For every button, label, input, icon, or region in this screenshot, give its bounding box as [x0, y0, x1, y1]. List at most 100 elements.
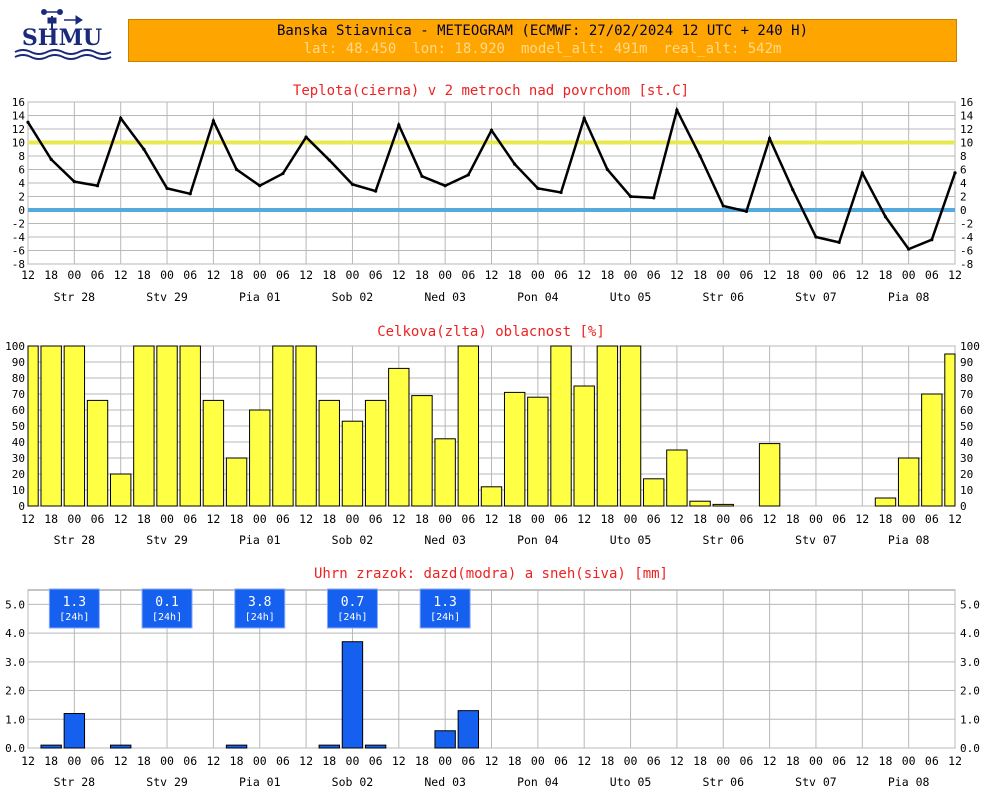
y-tick-label-right: 30 — [960, 452, 973, 465]
x-day-label: Str 06 — [702, 290, 744, 304]
cloud-bar — [944, 353, 956, 507]
x-tick-label: 06 — [739, 512, 753, 526]
x-tick-label: 12 — [206, 754, 220, 768]
x-tick-label: 00 — [624, 754, 638, 768]
temperature-point — [930, 238, 934, 242]
x-tick-label: 18 — [415, 268, 429, 282]
x-tick-label: 18 — [322, 268, 336, 282]
x-day-label: Str 06 — [702, 775, 744, 789]
x-day-label: Stv 07 — [795, 290, 837, 304]
x-tick-label: 00 — [253, 512, 267, 526]
x-tick-label: 06 — [183, 512, 197, 526]
precip-bar — [434, 730, 456, 749]
x-day-label: Uto 05 — [610, 533, 652, 547]
x-tick-label: 06 — [925, 512, 939, 526]
x-tick-label: 18 — [508, 512, 522, 526]
x-tick-label: 00 — [531, 268, 545, 282]
precip-24h-value: 1.3 — [63, 595, 86, 610]
x-tick-label: 18 — [137, 512, 151, 526]
y-tick-label-left: 16 — [12, 96, 25, 109]
x-day-label: Stv 07 — [795, 533, 837, 547]
temperature-point — [721, 204, 725, 208]
meteogram-title: Banska Stiavnica - METEOGRAM (ECMWF: 27/… — [276, 23, 808, 39]
shmu-logo: SHMU — [10, 6, 115, 64]
x-day-label: Str 28 — [54, 533, 96, 547]
x-tick-label: 06 — [647, 754, 661, 768]
temperature-point — [397, 123, 401, 127]
temperature-point — [420, 174, 424, 178]
x-tick-label: 06 — [554, 512, 568, 526]
x-tick-label: 18 — [786, 268, 800, 282]
x-tick-label: 12 — [485, 754, 499, 768]
y-tick-label-right: 2 — [960, 191, 967, 204]
x-tick-label: 12 — [855, 754, 869, 768]
x-day-label: Pia 01 — [239, 775, 281, 789]
x-tick-label: 00 — [624, 512, 638, 526]
precip-24h-period: [24h] — [245, 612, 275, 623]
y-tick-label-right: 3.0 — [960, 656, 980, 669]
x-tick-label: 18 — [137, 268, 151, 282]
precip-24h-label: 0.7 [24h] — [326, 588, 378, 629]
y-tick-label-left: 10 — [12, 484, 25, 497]
x-tick-label: 18 — [693, 512, 707, 526]
x-tick-label: 18 — [693, 754, 707, 768]
x-tick-label: 18 — [508, 268, 522, 282]
y-tick-label-left: 2 — [18, 191, 25, 204]
y-tick-label-left: 0.0 — [5, 742, 25, 755]
x-day-label: Pia 01 — [239, 290, 281, 304]
x-day-label: Stv 07 — [795, 775, 837, 789]
x-tick-label: 06 — [925, 268, 939, 282]
y-tick-label-right: 10 — [960, 484, 973, 497]
cloud-bar — [63, 345, 86, 507]
x-tick-label: 06 — [832, 268, 846, 282]
y-tick-label-right: 60 — [960, 404, 973, 417]
weather-station-icon — [41, 9, 83, 30]
x-tick-label: 18 — [600, 754, 614, 768]
cloud-bar — [573, 385, 595, 507]
temperature-point — [304, 135, 308, 139]
cloud-bar — [341, 420, 364, 507]
x-tick-label: 06 — [554, 268, 568, 282]
cloud-bar — [110, 473, 132, 507]
temperature-point — [26, 120, 30, 124]
cloud-bar — [364, 399, 387, 507]
y-tick-label-left: 5.0 — [5, 598, 25, 611]
x-tick-label: 00 — [253, 268, 267, 282]
temperature-point — [605, 167, 609, 172]
temperature-point — [466, 173, 470, 177]
precip-24h-label: 1.3 [24h] — [48, 588, 100, 629]
y-tick-label-left: -2 — [12, 218, 25, 231]
x-tick-label: 12 — [114, 512, 128, 526]
precip-bar — [110, 744, 132, 749]
x-tick-label: 12 — [206, 512, 220, 526]
chart-title: Uhrn zrazok: dazd(modra) a sneh(siva) [m… — [314, 566, 668, 582]
x-tick-label: 12 — [763, 512, 777, 526]
cloud-bar — [295, 345, 317, 507]
x-day-label: Stv 29 — [146, 290, 188, 304]
y-tick-label-right: 16 — [960, 96, 973, 109]
cloud-bar — [202, 399, 225, 507]
y-tick-label-right: 70 — [960, 388, 973, 401]
y-tick-label-left: 12 — [12, 123, 25, 136]
x-day-label: Pon 04 — [517, 775, 559, 789]
y-tick-label-left: 4.0 — [5, 627, 25, 640]
x-tick-label: 12 — [21, 268, 35, 282]
temperature-point — [489, 128, 494, 132]
y-tick-label-left: 100 — [5, 340, 25, 353]
y-tick-label-left: 4 — [18, 177, 25, 190]
x-tick-label: 12 — [763, 268, 777, 282]
temperature-point — [443, 184, 447, 188]
x-day-label: Pia 08 — [888, 533, 930, 547]
x-day-label: Uto 05 — [610, 775, 652, 789]
chart-title: Celkova(zlta) oblacnost [%] — [377, 324, 605, 340]
x-tick-label: 06 — [183, 754, 197, 768]
x-tick-label: 06 — [91, 268, 105, 282]
x-tick-label: 18 — [786, 754, 800, 768]
x-tick-label: 00 — [809, 268, 823, 282]
temperature-point — [883, 215, 888, 219]
chart-title: Teplota(cierna) v 2 metroch nad povrchom… — [293, 83, 689, 99]
x-tick-label: 18 — [230, 754, 244, 768]
x-tick-label: 00 — [346, 754, 360, 768]
latitude: lat: 48.450 — [303, 41, 397, 57]
x-tick-label: 06 — [739, 268, 753, 282]
